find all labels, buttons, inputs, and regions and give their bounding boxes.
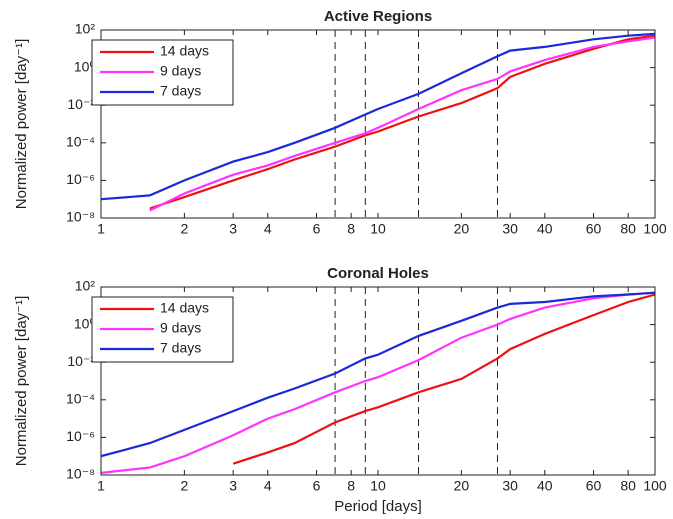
legend: 14 days 9 days 7 days — [91, 296, 234, 363]
y-tick-label: 10⁻⁴ — [66, 134, 95, 150]
x-tick-label: 80 — [620, 221, 636, 237]
y-tick-label: 10⁻⁴ — [66, 391, 95, 407]
y-tick-label: 10⁻² — [67, 96, 95, 112]
legend-label: 9 days — [160, 63, 201, 79]
x-tick-label: 30 — [502, 221, 518, 237]
series-line — [101, 32, 655, 201]
x-tick-label: 6 — [313, 478, 321, 494]
x-tick-label: 8 — [347, 478, 355, 494]
y-axis-label: Normalized power [day⁻¹] — [13, 39, 30, 209]
x-tick-label: 60 — [586, 478, 602, 494]
legend-label: 14 days — [160, 43, 209, 59]
legend-label: 7 days — [160, 340, 201, 356]
legend-label: 9 days — [160, 320, 201, 336]
x-tick-label: 100 — [643, 221, 667, 237]
y-tick-label: 10² — [75, 278, 96, 294]
plot-frame — [100, 29, 656, 219]
y-tick-label: 10⁻⁶ — [66, 428, 95, 444]
x-tick-label: 20 — [454, 478, 470, 494]
series-line — [149, 34, 655, 210]
y-tick-label: 10⁻² — [67, 353, 95, 369]
plot-frame — [100, 286, 656, 476]
x-tick-label: 40 — [537, 478, 553, 494]
chart-title: Coronal Holes — [327, 265, 429, 282]
x-tick-label: 30 — [502, 478, 518, 494]
x-tick-label: 8 — [347, 221, 355, 237]
y-tick-label: 10⁻⁶ — [66, 171, 95, 187]
series-line — [101, 291, 655, 458]
series-line — [101, 291, 655, 474]
y-axis-label: Normalized power [day⁻¹] — [13, 296, 30, 466]
chart-title: Active Regions — [324, 8, 432, 25]
x-tick-label: 2 — [180, 221, 188, 237]
y-tick-label: 10⁻⁸ — [66, 209, 95, 225]
series-line — [232, 293, 655, 465]
x-tick-label: 10 — [370, 221, 386, 237]
x-tick-label: 1 — [97, 221, 105, 237]
x-tick-label: 60 — [586, 221, 602, 237]
x-tick-label: 1 — [97, 478, 105, 494]
y-tick-label: 10⁰ — [74, 315, 96, 331]
x-tick-label: 6 — [313, 221, 321, 237]
legend-label: 7 days — [160, 83, 201, 99]
x-tick-label: 2 — [180, 478, 188, 494]
series-line — [149, 36, 655, 212]
x-tick-label: 4 — [264, 221, 272, 237]
y-tick-label: 10⁻⁸ — [66, 466, 95, 482]
x-tick-label: 100 — [643, 478, 667, 494]
y-tick-label: 10⁰ — [74, 58, 96, 74]
y-tick-label: 10² — [75, 21, 96, 37]
x-tick-label: 3 — [229, 478, 237, 494]
x-tick-label: 80 — [620, 478, 636, 494]
x-tick-label: 20 — [454, 221, 470, 237]
x-axis-label: Period [days] — [334, 498, 422, 515]
x-tick-label: 10 — [370, 478, 386, 494]
x-tick-label: 40 — [537, 221, 553, 237]
legend: 14 days 9 days 7 days — [91, 39, 234, 106]
x-tick-label: 3 — [229, 221, 237, 237]
legend-label: 14 days — [160, 300, 209, 316]
x-tick-label: 4 — [264, 478, 272, 494]
